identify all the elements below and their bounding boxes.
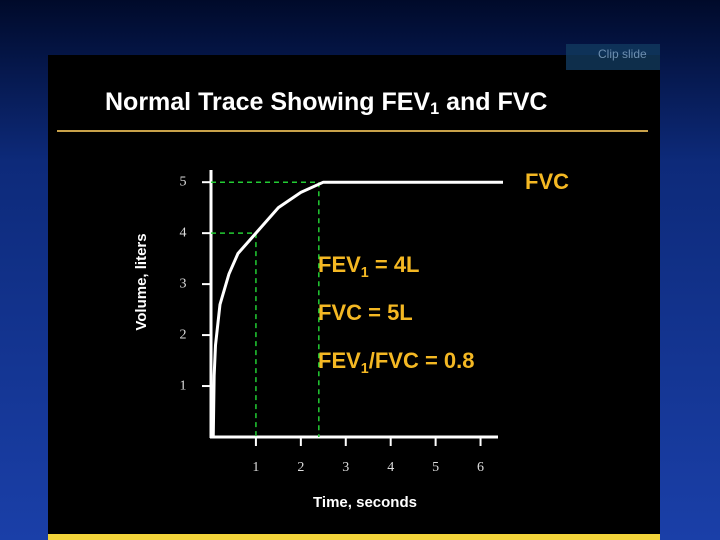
panel xyxy=(48,55,660,540)
subscript: 1 xyxy=(361,265,369,281)
x-tick-label: 3 xyxy=(342,460,349,475)
text-part: = 4L xyxy=(369,252,420,277)
x-tick-label: 5 xyxy=(432,460,439,475)
clip-slide-bg[interactable] xyxy=(566,44,660,70)
annotation: FVC = 5L xyxy=(318,300,413,325)
text-part: FEV xyxy=(318,252,361,277)
text-part: Normal Trace Showing FEV xyxy=(105,88,430,116)
trace-line xyxy=(211,180,503,438)
y-tick-label: 1 xyxy=(180,378,187,393)
y-tick-label: 2 xyxy=(180,327,187,342)
annotation: FEV1/FVC = 0.8 xyxy=(318,348,475,377)
x-axis-label: Time, seconds xyxy=(313,494,417,511)
end-label: FVC xyxy=(525,169,569,194)
x-tick-label: 1 xyxy=(252,460,259,475)
text-part: /FVC = 0.8 xyxy=(369,348,475,373)
x-tick-label: 4 xyxy=(387,460,394,475)
clip-slide-text[interactable]: Clip slide xyxy=(598,47,647,61)
text-part: FEV xyxy=(318,348,361,373)
bottom-band xyxy=(48,534,660,540)
text-part: and FVC xyxy=(439,88,547,116)
subscript: 1 xyxy=(430,100,439,118)
x-tick-label: 2 xyxy=(297,460,304,475)
chart-title: Normal Trace Showing FEV1 and FVC xyxy=(105,88,547,119)
subscript: 1 xyxy=(361,361,369,377)
y-axis-label: Volume, liters xyxy=(133,233,150,330)
annotation: FEV1 = 4L xyxy=(318,252,420,281)
y-tick-label: 5 xyxy=(180,174,187,189)
y-tick-label: 4 xyxy=(180,225,187,240)
y-tick-label: 3 xyxy=(180,276,187,291)
text-part: FVC = 5L xyxy=(318,300,413,325)
clip-slide-button[interactable]: Clip slide xyxy=(566,44,660,70)
x-tick-label: 6 xyxy=(477,460,484,475)
